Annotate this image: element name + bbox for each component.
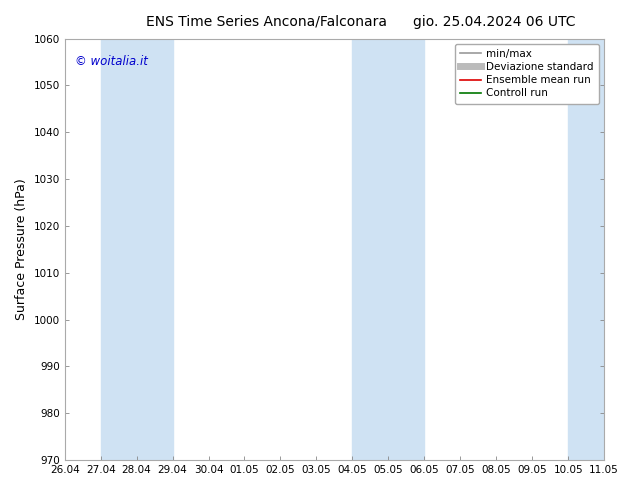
Text: ENS Time Series Ancona/Falconara: ENS Time Series Ancona/Falconara: [146, 15, 387, 29]
Bar: [568, 39, 634, 460]
Bar: [101, 39, 172, 460]
Text: © woitalia.it: © woitalia.it: [75, 55, 148, 69]
Bar: [353, 39, 424, 460]
Text: gio. 25.04.2024 06 UTC: gio. 25.04.2024 06 UTC: [413, 15, 576, 29]
Legend: min/max, Deviazione standard, Ensemble mean run, Controll run: min/max, Deviazione standard, Ensemble m…: [455, 44, 599, 103]
Y-axis label: Surface Pressure (hPa): Surface Pressure (hPa): [15, 178, 28, 320]
